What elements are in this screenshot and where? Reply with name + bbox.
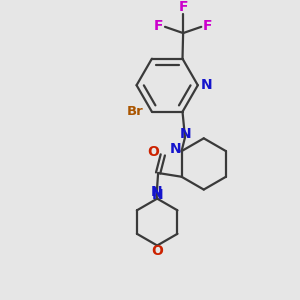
- Text: N: N: [151, 185, 163, 200]
- Text: N: N: [169, 142, 181, 156]
- Text: F: F: [154, 19, 164, 33]
- Text: N: N: [179, 127, 191, 141]
- Text: N: N: [201, 78, 212, 92]
- Text: O: O: [152, 244, 164, 258]
- Text: O: O: [148, 146, 159, 159]
- Text: F: F: [178, 0, 188, 14]
- Text: F: F: [203, 19, 212, 33]
- Text: N: N: [152, 188, 163, 202]
- Text: Br: Br: [127, 105, 144, 118]
